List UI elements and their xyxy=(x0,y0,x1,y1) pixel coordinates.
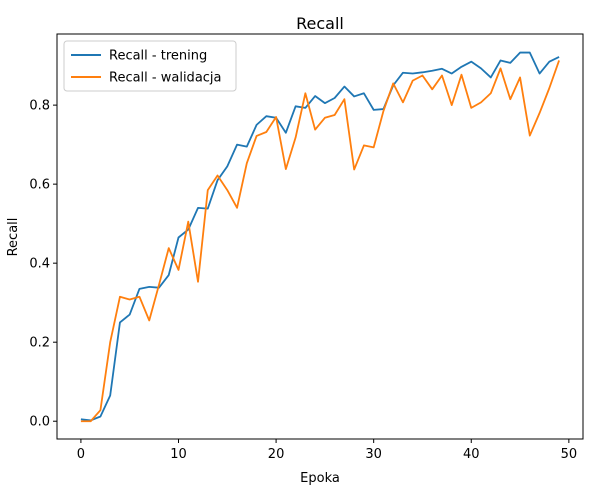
y-tick-label: 0.4 xyxy=(29,257,50,272)
x-tick-label: 40 xyxy=(463,447,480,462)
legend: Recall - trening Recall - walidacja xyxy=(63,40,237,92)
y-tick-label: 0.0 xyxy=(29,415,50,430)
legend-box xyxy=(63,40,237,92)
y-tick-label: 0.2 xyxy=(29,336,50,351)
x-tick-label: 20 xyxy=(268,447,285,462)
chart-title: Recall xyxy=(296,14,344,33)
legend-label-walidacja: Recall - walidacja xyxy=(109,71,222,86)
x-tick-label: 10 xyxy=(170,447,187,462)
x-tick-label: 50 xyxy=(561,447,578,462)
legend-label-trening: Recall - trening xyxy=(109,49,207,64)
x-axis-ticks: 0 10 20 30 40 50 xyxy=(77,439,577,462)
y-tick-label: 0.8 xyxy=(29,99,50,114)
y-tick-label: 0.6 xyxy=(29,178,50,193)
x-tick-label: 0 xyxy=(77,447,85,462)
series-line-trening xyxy=(80,51,560,422)
x-axis-label: Epoka xyxy=(300,471,340,486)
series-lines xyxy=(80,51,560,423)
x-tick-label: 30 xyxy=(365,447,382,462)
series-line-walidacja xyxy=(80,60,560,423)
y-axis-ticks: 0.0 0.2 0.4 0.6 0.8 xyxy=(29,99,57,430)
plot-frame xyxy=(56,33,584,440)
y-axis-label: Recall xyxy=(6,218,21,257)
plot-area xyxy=(57,34,583,439)
